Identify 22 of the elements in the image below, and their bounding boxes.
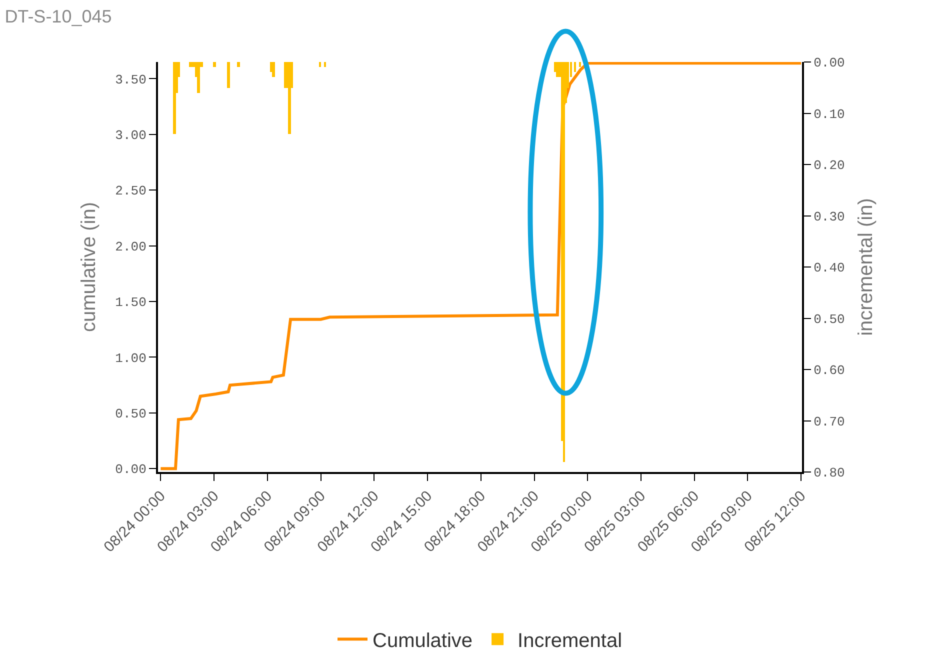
y-tick-label: 1.00 bbox=[115, 350, 146, 366]
y-tick-label: 1.50 bbox=[115, 295, 146, 310]
y2-tick-label: 0.70 bbox=[814, 414, 845, 430]
y-tick-label: 0.50 bbox=[115, 406, 146, 422]
y2-tick-label: 0.80 bbox=[814, 466, 845, 481]
y2-tick-label: 0.50 bbox=[814, 312, 845, 327]
y-tick-label: 0.00 bbox=[115, 462, 146, 478]
y2-tick-label: 0.20 bbox=[814, 158, 845, 174]
chart-title: DT-S-10_045 bbox=[4, 6, 112, 27]
y-tick-label: 3.50 bbox=[115, 72, 146, 88]
y2-tick-label: 0.60 bbox=[814, 363, 845, 378]
y2-tick-label: 0.30 bbox=[814, 209, 845, 224]
y2-tick-label: 0.10 bbox=[814, 106, 845, 122]
y-tick-label: 2.00 bbox=[115, 239, 146, 254]
y-axis-title: cumulative (in) bbox=[78, 202, 100, 332]
y-tick-label: 3.00 bbox=[115, 128, 146, 143]
legend-label: Incremental bbox=[518, 630, 622, 652]
y2-axis-title: incremental (in) bbox=[854, 198, 877, 336]
legend-label: Cumulative bbox=[372, 630, 473, 652]
y-tick-label: 2.50 bbox=[115, 184, 146, 199]
y2-tick-label: 0.00 bbox=[814, 56, 845, 71]
y2-tick-label: 0.40 bbox=[814, 260, 845, 276]
